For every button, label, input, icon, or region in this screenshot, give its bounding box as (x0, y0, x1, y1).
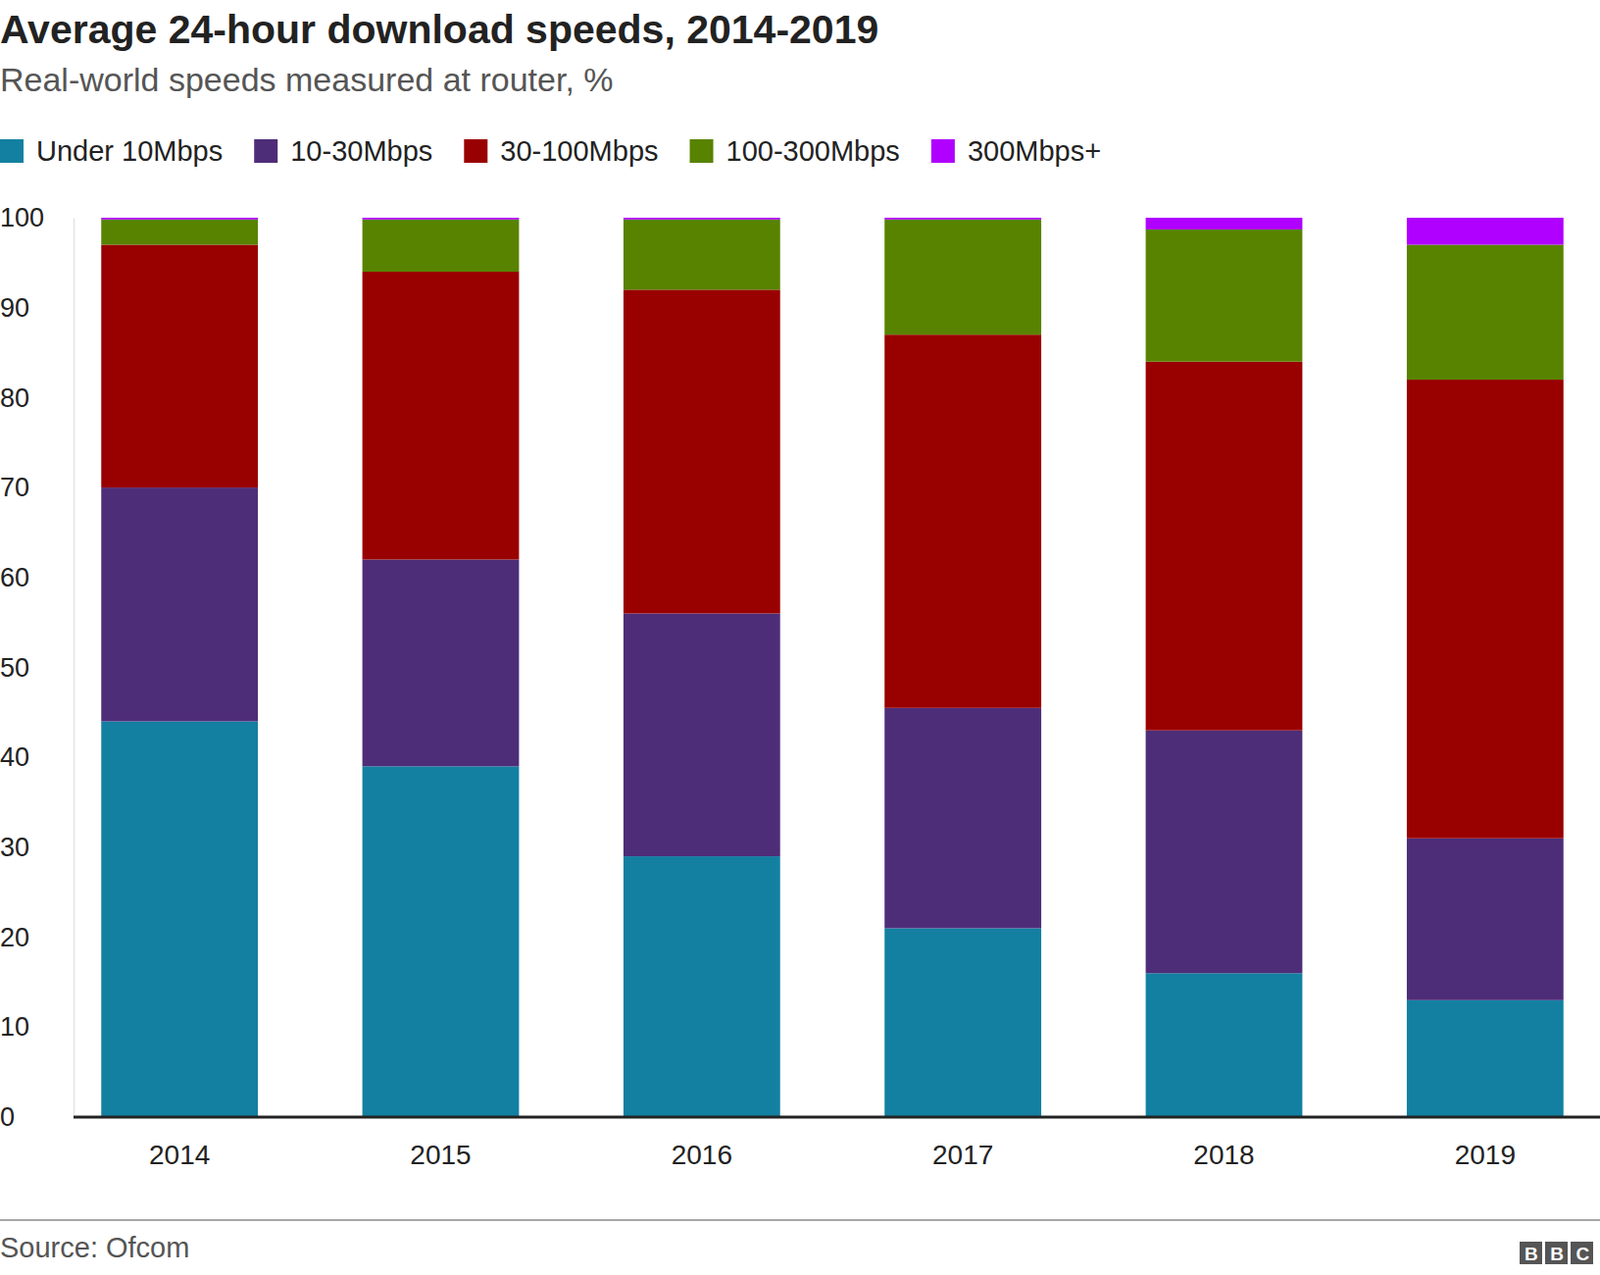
bar-segment (1406, 217, 1564, 246)
legend-label: 10-30Mbps (290, 135, 433, 167)
bar-segment (1146, 361, 1303, 731)
bar-segment (1146, 972, 1303, 1117)
title: Average 24-hour download speeds, 2014-20… (0, 6, 879, 52)
legend-label: 100-300Mbps (726, 135, 900, 167)
legend-swatch (0, 139, 24, 163)
legend-swatch (253, 139, 278, 163)
bar-segment (1406, 1000, 1564, 1117)
y-tick-label: 30 (0, 832, 30, 862)
y-tick: 40 (0, 742, 74, 772)
bar-segment (623, 612, 781, 856)
bar-segment (100, 245, 258, 489)
y-tick: 60 (0, 562, 74, 593)
y-axis-line (73, 218, 75, 1118)
bar-segment (623, 219, 781, 291)
x-tick-label: 2017 (932, 1139, 994, 1170)
y-tick-label: 100 (0, 202, 45, 233)
bar-segment (884, 334, 1042, 708)
bar-segment (884, 927, 1042, 1117)
bar-segment (884, 219, 1042, 335)
x-tick-label: 2018 (1193, 1139, 1254, 1170)
y-tick-label: 40 (0, 742, 30, 772)
bar-segment (1146, 229, 1303, 362)
series (100, 487, 1563, 1000)
bar-segment (1146, 217, 1303, 230)
y-tick-label: 60 (0, 562, 30, 593)
bar-segment (362, 271, 520, 559)
series (100, 721, 1563, 1117)
y-tick: 10 (0, 1011, 74, 1042)
y-tick-label: 0 (0, 1101, 15, 1132)
x-tick: 2018 (1193, 1116, 1254, 1170)
logo: BBC (1519, 1241, 1600, 1264)
bar-segment (362, 558, 520, 766)
bar-segment (100, 487, 258, 721)
bar-segment (884, 217, 1042, 220)
bar-segment (362, 217, 520, 220)
legend-label: 30-100Mbps (500, 135, 658, 167)
series (100, 219, 1563, 380)
series (100, 217, 1563, 246)
legend-swatch (463, 139, 488, 163)
y-tick: 80 (0, 383, 74, 413)
subtitle: Real-world speeds measured at router, % (0, 60, 614, 99)
y-tick: 70 (0, 472, 74, 502)
x-axis-line (73, 1115, 1600, 1119)
series (100, 245, 1563, 839)
x-tick: 2015 (409, 1116, 471, 1170)
x-tick-label: 2016 (671, 1139, 733, 1170)
bars (100, 217, 1563, 1117)
bar-segment (1406, 838, 1564, 1000)
y-tick: 0 (0, 1101, 74, 1132)
y-tick: 30 (0, 832, 74, 862)
x-tick: 2019 (1454, 1116, 1516, 1170)
legend: Under 10Mbps 10-30Mbps 30-100Mbps 100-300Mb… (0, 135, 1101, 167)
footer-rule (0, 1218, 1600, 1221)
y-tick: 90 (0, 293, 74, 323)
bar-segment (884, 707, 1042, 929)
legend-label: 300Mbps+ (967, 135, 1101, 167)
logo-text: BBC (1524, 1243, 1600, 1264)
x-axis: 2014 2015 2016 2017 2018 2019 (73, 1116, 1600, 1170)
y-axis: 0 10 20 30 40 50 60 70 80 90 100 (0, 202, 75, 1132)
bar-segment (623, 217, 781, 220)
legend-label: Under 10Mbps (36, 135, 223, 167)
x-tick-label: 2014 (149, 1139, 210, 1170)
legend-swatch (690, 139, 714, 163)
y-tick: 50 (0, 652, 74, 683)
y-tick-label: 80 (0, 383, 30, 413)
y-tick-label: 70 (0, 472, 30, 502)
x-tick: 2017 (932, 1116, 994, 1170)
y-tick-label: 90 (0, 293, 30, 323)
bar-segment (623, 855, 781, 1117)
y-tick-label: 10 (0, 1011, 30, 1042)
x-tick: 2014 (149, 1116, 210, 1170)
legend-swatch (931, 139, 955, 163)
bar-segment (100, 217, 258, 220)
bar-segment (1406, 379, 1564, 839)
bar-segment (623, 289, 781, 613)
y-tick: 100 (0, 202, 74, 233)
y-tick-label: 50 (0, 652, 30, 683)
y-tick: 20 (0, 922, 74, 952)
bar-segment (100, 721, 258, 1117)
bar-segment (362, 765, 520, 1117)
x-tick-label: 2015 (409, 1139, 471, 1170)
x-tick: 2016 (671, 1116, 733, 1170)
y-tick-label: 20 (0, 922, 30, 952)
chart: Average 24-hour download speeds, 2014-20… (0, 0, 1600, 1275)
bar-segment (1406, 245, 1564, 381)
source: Source: Ofcom (0, 1231, 190, 1263)
bar-segment (362, 219, 520, 272)
bar-segment (1146, 730, 1303, 974)
bar-segment (100, 219, 258, 246)
x-tick-label: 2019 (1454, 1139, 1516, 1170)
